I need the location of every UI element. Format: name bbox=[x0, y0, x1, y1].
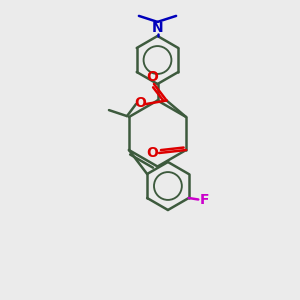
Text: N: N bbox=[152, 21, 163, 35]
Text: O: O bbox=[134, 96, 146, 110]
Text: O: O bbox=[146, 70, 158, 83]
Text: O: O bbox=[146, 146, 158, 160]
Text: F: F bbox=[200, 193, 209, 206]
